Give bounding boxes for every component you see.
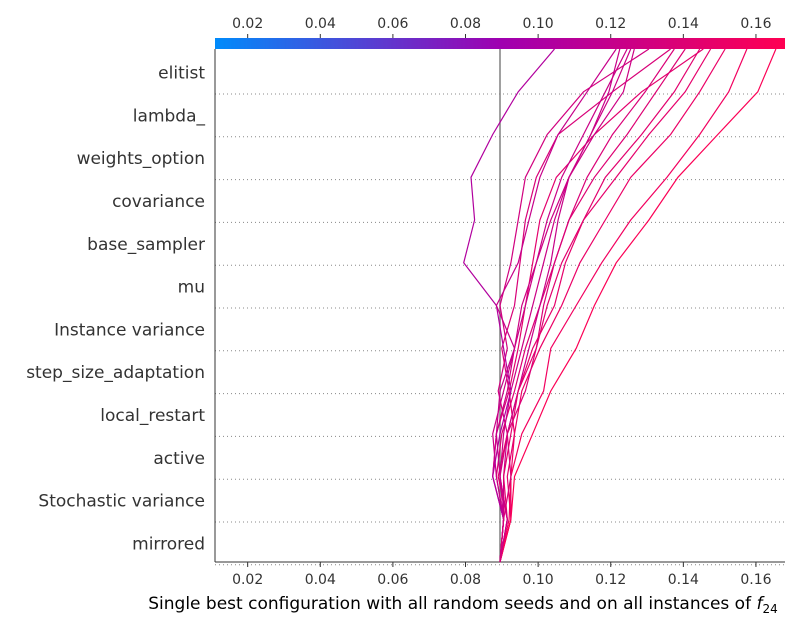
decision-line <box>497 48 650 563</box>
colorbar-gradient <box>215 38 785 49</box>
top-x-tick-label: 0.16 <box>740 16 771 32</box>
feature-labels: elitist lambda_ weights_option covariance ba… <box>26 64 205 555</box>
feature-label: elitist <box>158 64 205 84</box>
feature-label: step_size_adaptation <box>26 363 205 383</box>
top-x-tick-label: 0.08 <box>450 16 481 32</box>
feature-label: Instance variance <box>54 320 205 340</box>
decision-line <box>499 48 632 563</box>
bottom-x-tick-label: 0.16 <box>740 572 771 588</box>
x-axis-label-sub: 24 <box>762 602 777 616</box>
feature-label: covariance <box>112 192 205 212</box>
top-x-tick-label: 0.04 <box>305 16 336 32</box>
bottom-x-tick-label: 0.06 <box>377 572 408 588</box>
top-x-tick-label: 0.06 <box>377 16 408 32</box>
x-axis-label-text: Single best configuration with all rando… <box>148 594 756 614</box>
top-x-tick-label: 0.02 <box>232 16 263 32</box>
x-axis-label: Single best configuration with all rando… <box>148 594 778 616</box>
decision-line <box>499 48 704 563</box>
top-x-tick-label: 0.10 <box>523 16 554 32</box>
bottom-x-tick-label: 0.12 <box>595 572 626 588</box>
colorbar <box>215 38 785 49</box>
feature-label: mirrored <box>132 534 205 554</box>
bottom-x-tick-label: 0.02 <box>232 572 263 588</box>
feature-label: mu <box>178 278 205 298</box>
feature-label: lambda_ <box>133 106 206 126</box>
x-axes: 0.02 0.02 0.04 0.04 0.06 0.06 0.08 0.08 0.10 0.10… <box>214 16 785 588</box>
feature-label: local_restart <box>100 406 205 426</box>
decision-line <box>499 48 777 563</box>
decision-line <box>495 48 617 563</box>
feature-label: weights_option <box>77 149 205 169</box>
decision-line <box>492 48 671 563</box>
decision-line <box>499 48 726 563</box>
top-x-tick-label: 0.12 <box>595 16 626 32</box>
bottom-x-tick-label: 0.10 <box>523 572 554 588</box>
feature-label: active <box>153 449 205 469</box>
decision-line <box>492 48 628 563</box>
feature-label: Stochastic variance <box>38 492 205 512</box>
series-lines <box>463 48 777 563</box>
decision-line <box>497 48 712 563</box>
decision-line <box>499 48 675 563</box>
top-x-tick-label: 0.14 <box>668 16 699 32</box>
bottom-x-tick-label: 0.04 <box>305 572 336 588</box>
decision-line <box>499 48 621 563</box>
bottom-x-tick-label: 0.08 <box>450 572 481 588</box>
decision-line <box>499 48 701 563</box>
x-axis-label-var: f <box>756 594 765 614</box>
decision-line <box>499 48 748 563</box>
bottom-x-tick-label: 0.14 <box>668 572 699 588</box>
feature-label: base_sampler <box>87 235 205 255</box>
